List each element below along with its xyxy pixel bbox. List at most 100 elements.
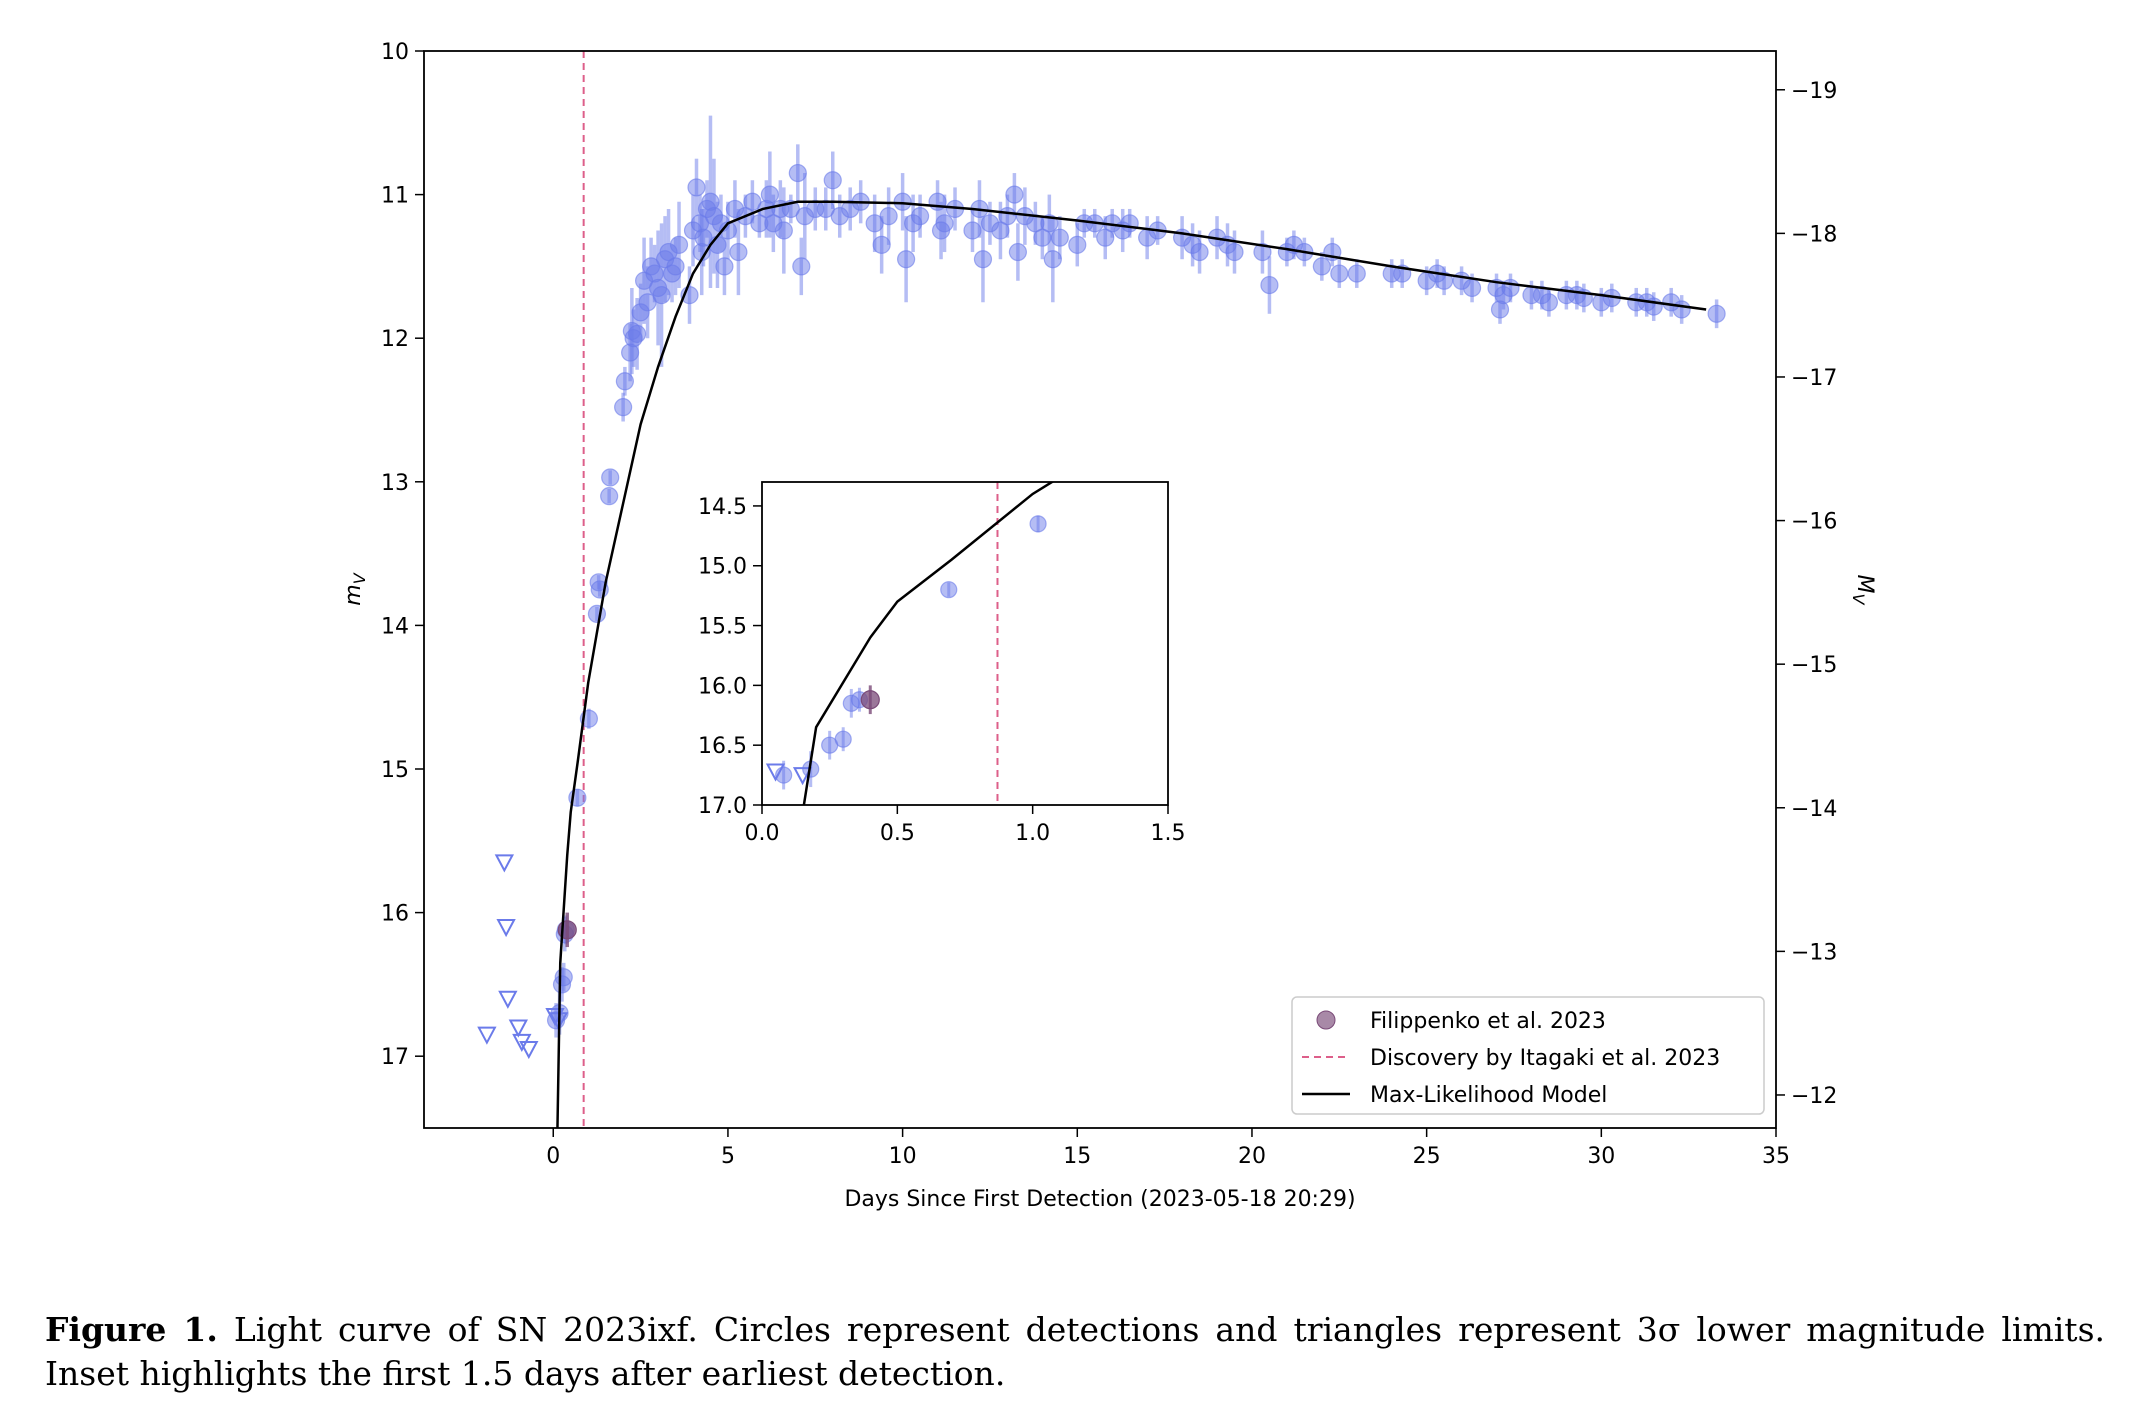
upper-limit-triangle [494, 854, 515, 873]
figure-label: Figure 1. [45, 1310, 218, 1349]
y2-tick-label: −13 [1791, 940, 1837, 965]
inset-y-tick-label: 15.0 [698, 555, 747, 580]
x-tick-label: 5 [721, 1144, 735, 1169]
detection-point [1120, 214, 1139, 233]
detection-point [1330, 264, 1349, 283]
y-tick-label: 10 [381, 40, 409, 65]
y-tick-label: 14 [381, 614, 409, 639]
y2-tick-label: −14 [1791, 797, 1837, 822]
upper-limit-triangle [496, 918, 516, 938]
detection-point [760, 185, 779, 204]
legend-label: Filippenko et al. 2023 [1370, 1009, 1606, 1034]
detection-point [879, 207, 898, 226]
detection-point [973, 250, 993, 269]
detection-point [601, 468, 620, 487]
detection-point [935, 214, 954, 233]
detection-point [1190, 242, 1209, 262]
upper-limit-triangle [477, 1026, 497, 1045]
detection-point [554, 968, 573, 987]
y2-tick-label: −17 [1791, 366, 1837, 391]
y2-tick-label: −15 [1791, 653, 1837, 678]
inset-model-curve [802, 482, 1055, 805]
inset-frame [761, 481, 1169, 806]
inset-detection-point [1092, 429, 1108, 445]
legend-label: Discovery by Itagaki et al. 2023 [1370, 1046, 1720, 1071]
inset-x-tick-label: 0.5 [880, 821, 915, 846]
inset-y-tick-label: 17.0 [698, 794, 747, 819]
x-tick-label: 0 [546, 1144, 560, 1169]
inset-detection-point [1114, 408, 1130, 424]
inset-detection-point [834, 730, 852, 748]
inset-x-tick-label: 1.5 [1151, 821, 1186, 846]
inset-x-tick-label: 0.0 [745, 821, 780, 846]
detection-point [774, 221, 793, 240]
detection-point [587, 604, 607, 624]
detection-point [1225, 242, 1244, 262]
y-tick-label: 16 [381, 902, 409, 927]
y-tick-label: 17 [381, 1045, 409, 1070]
main-plot-content [477, 51, 1726, 1128]
upper-limit-triangle [508, 1019, 528, 1038]
detection-point [1068, 235, 1087, 254]
detection-point [614, 398, 633, 417]
inset-y-tick-label: 16.5 [698, 734, 747, 759]
legend-label: Max-Likelihood Model [1370, 1083, 1607, 1108]
detection-point [823, 171, 842, 190]
inset-filippenko-point [860, 690, 880, 710]
detection-point [628, 324, 647, 343]
plot-frame [423, 50, 1777, 1129]
detection-point [893, 192, 912, 211]
x-tick-label: 20 [1238, 1144, 1266, 1169]
detection-point [792, 257, 811, 276]
y2-tick-label: −19 [1791, 79, 1837, 104]
x-tick-label: 35 [1762, 1144, 1790, 1169]
detection-point [1253, 242, 1272, 262]
legend-box [1291, 996, 1765, 1115]
legend-marker-filippenko [1316, 1010, 1336, 1030]
inset-y-tick-label: 14.5 [698, 495, 747, 520]
detection-point [1539, 293, 1559, 312]
inset-x-tick-label: 1.0 [1015, 821, 1050, 846]
light-curve-chart: 0 5 10 15 20 25 30 35 10 11 12 13 14 15 16 17 −19 −18 −17 −… [341, 40, 1877, 1212]
detection-point [897, 250, 916, 269]
detection-point [1707, 304, 1726, 323]
y2-tick-label: −12 [1791, 1084, 1837, 1109]
x-tick-label: 15 [1063, 1144, 1091, 1169]
x-tick-label: 30 [1587, 1144, 1615, 1169]
detection-point [910, 207, 930, 226]
inset-upper-limit-triangle [792, 767, 813, 786]
detection-point [1312, 257, 1331, 276]
y2-axis-label: MV [1849, 575, 1877, 606]
y-tick-label: 15 [381, 758, 409, 783]
detection-point [1462, 278, 1482, 298]
y-tick-label: 11 [381, 184, 409, 209]
x-axis-label: Days Since First Detection (2023-05-18 2… [844, 1187, 1355, 1212]
detection-point [666, 257, 685, 276]
detection-point [669, 235, 689, 254]
inset-y-tick-label: 15.5 [698, 615, 747, 640]
figure-caption: Figure 1. Light curve of SN 2023ixf. Cir… [45, 1308, 2105, 1396]
y2-tick-label: −16 [1791, 510, 1837, 535]
detection-point [687, 178, 706, 197]
detection-point [600, 487, 619, 506]
detection-point [1050, 228, 1069, 247]
inset-detection-point [940, 581, 958, 599]
detection-point [1260, 275, 1279, 295]
inset-content [765, 402, 1130, 805]
inset-background [762, 482, 1168, 805]
detection-point [1347, 264, 1366, 283]
x-tick-label: 25 [1413, 1144, 1441, 1169]
detection-point [715, 257, 734, 276]
inset-y-tick-label: 16.0 [698, 674, 747, 699]
x-tick-label: 10 [889, 1144, 917, 1169]
detection-point [729, 242, 748, 262]
inset-detection-point [1106, 402, 1122, 418]
y-tick-label: 13 [381, 471, 409, 496]
upper-limit-triangle [519, 1041, 539, 1060]
caption-text: Light curve of SN 2023ixf. Circles repre… [45, 1310, 2105, 1393]
y2-tick-label: −18 [1791, 222, 1837, 247]
inset-detection-point [1029, 515, 1047, 533]
inset-upper-limit-triangle [765, 763, 786, 782]
detection-point [1005, 185, 1024, 204]
y-tick-label: 12 [381, 327, 409, 352]
